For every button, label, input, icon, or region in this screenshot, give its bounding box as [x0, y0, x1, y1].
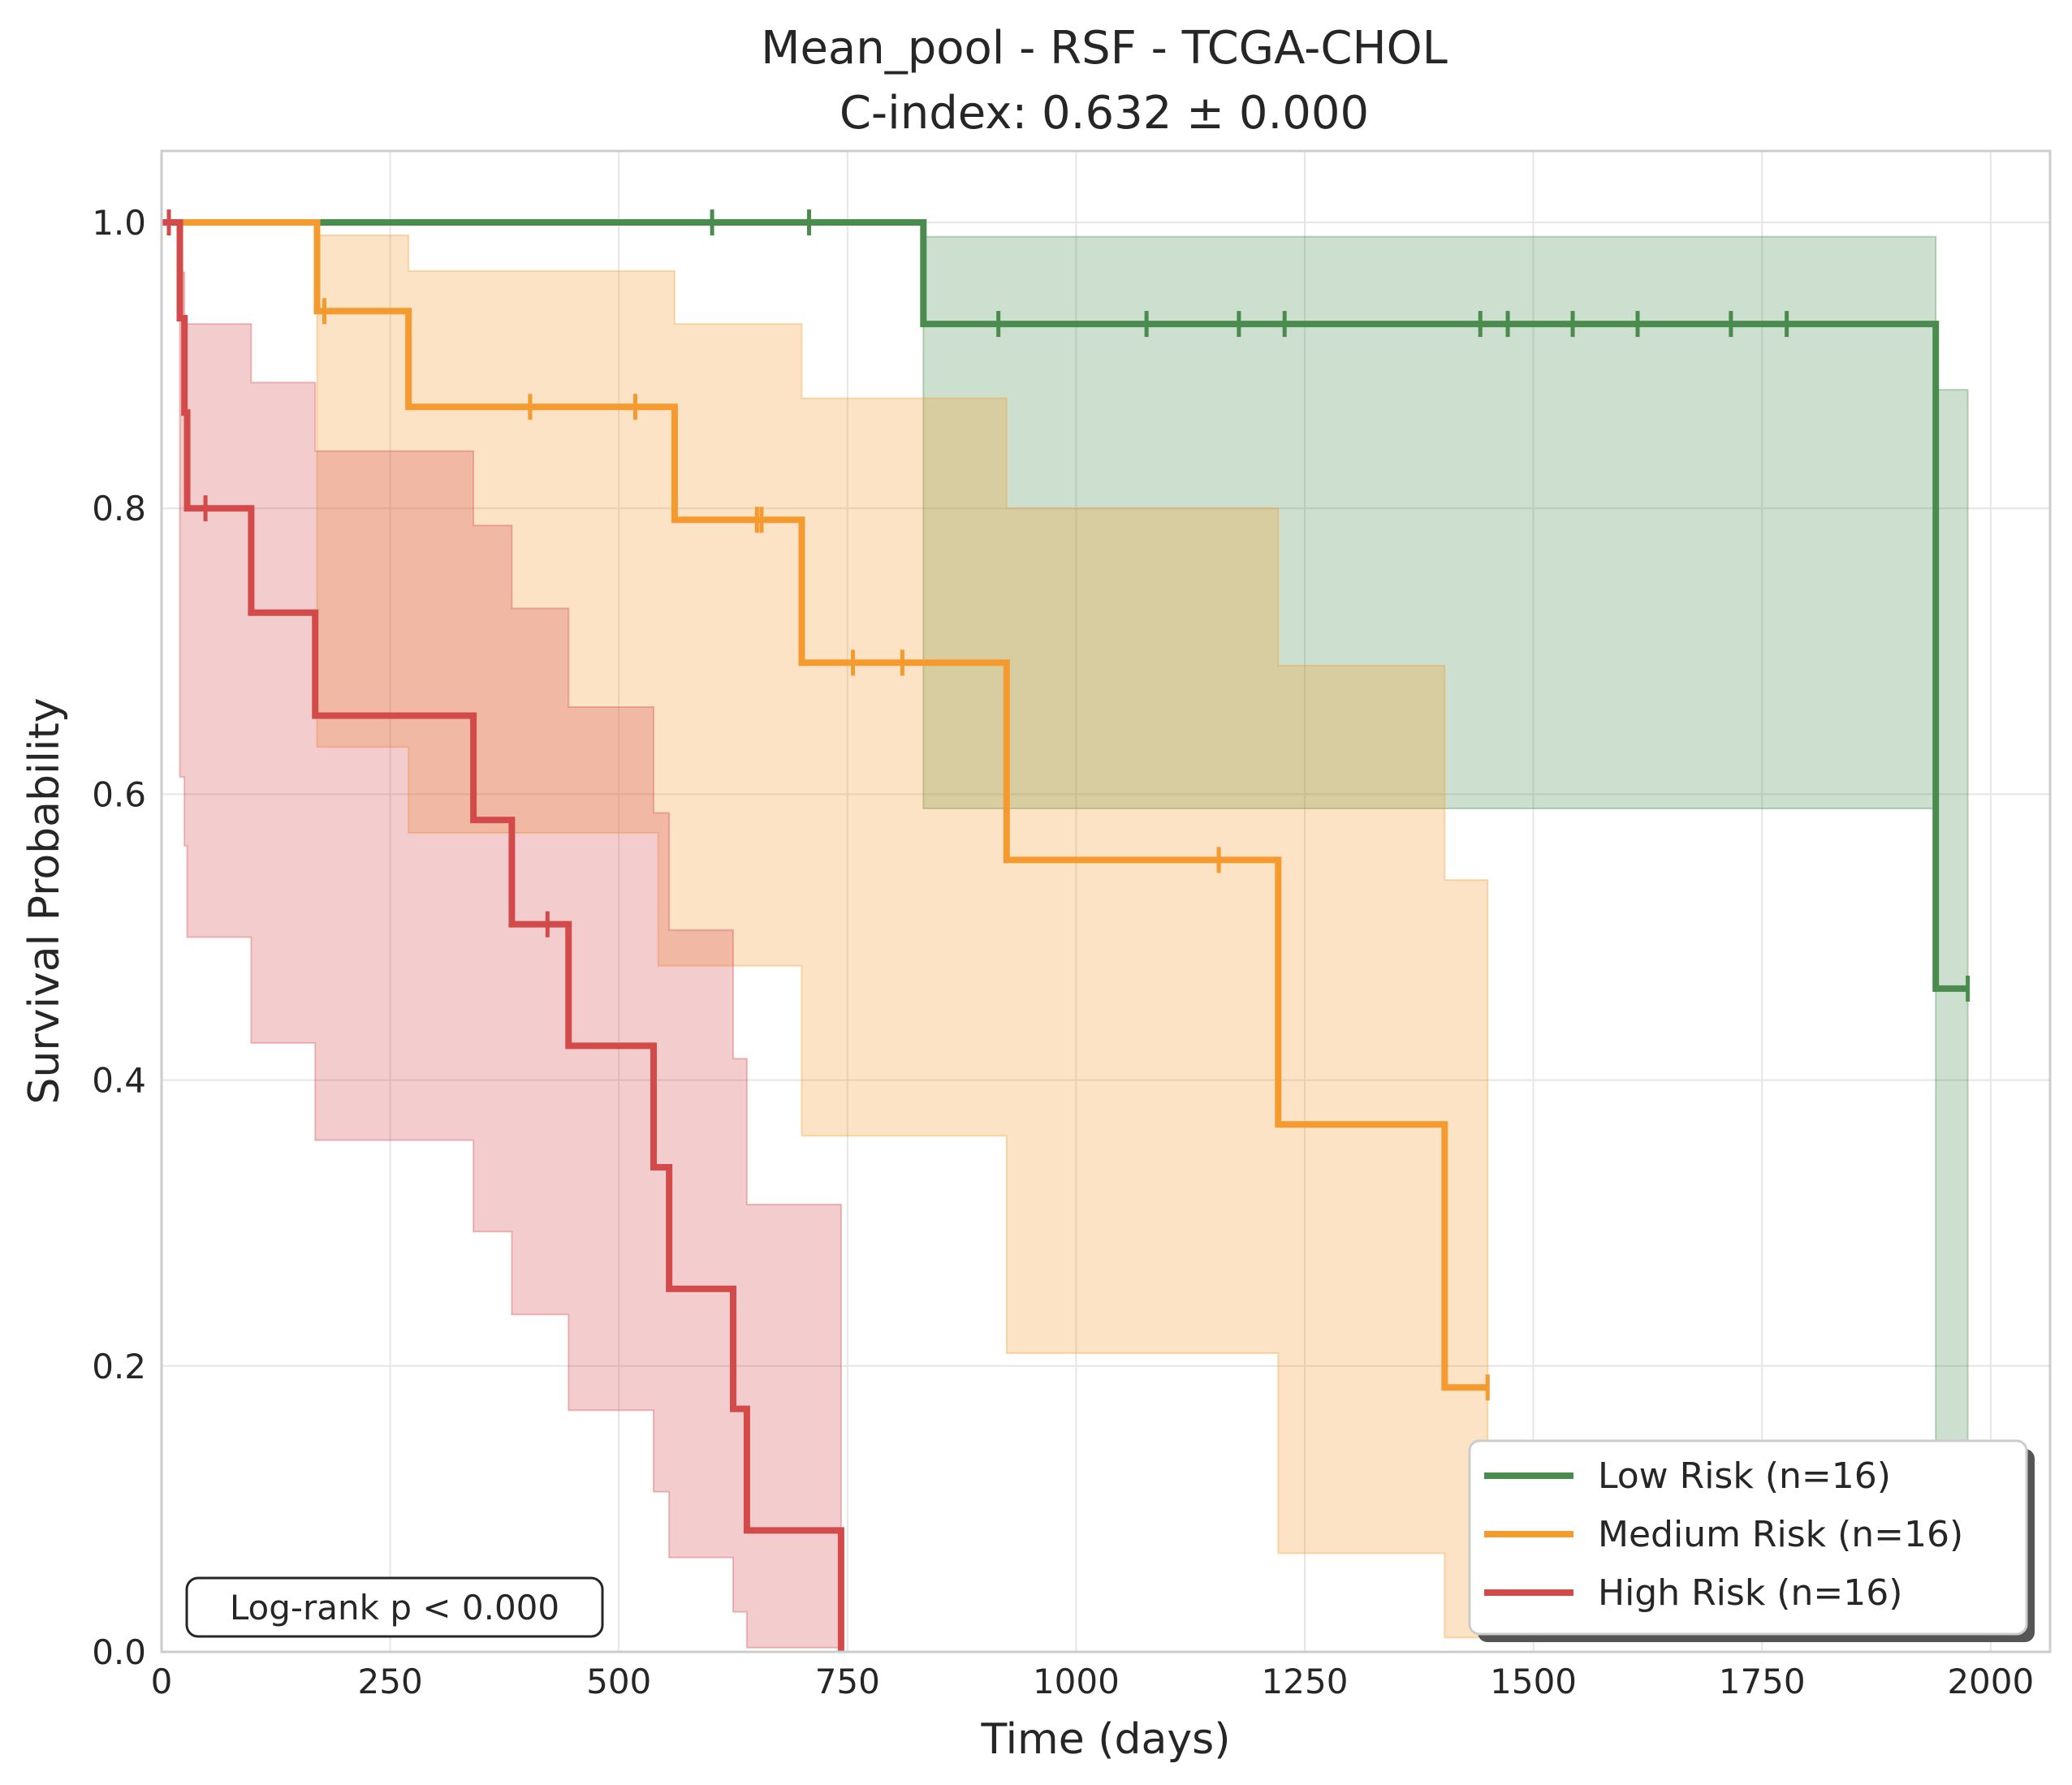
- x-tick-label: 500: [586, 1662, 651, 1701]
- x-tick-label: 0: [151, 1662, 173, 1701]
- x-tick-label: 1750: [1719, 1662, 1806, 1701]
- high-risk-legend-label: High Risk (n=16): [1598, 1572, 1902, 1614]
- x-tick-label: 1250: [1262, 1662, 1349, 1701]
- low-risk-survival-curve: [162, 219, 1968, 992]
- legend: Low Risk (n=16) Medium Risk (n=16) High Ri…: [1468, 1439, 2035, 1642]
- legend-box: [1468, 1439, 2028, 1636]
- high-risk-confidence-band: [179, 271, 842, 1649]
- y-tick-label: 0.8: [92, 489, 146, 528]
- y-tick-label: 1.0: [92, 203, 146, 243]
- survival-curves: [162, 219, 1968, 1652]
- y-tick-label: 0.0: [92, 1632, 146, 1672]
- y-tick-label: 0.2: [92, 1347, 146, 1386]
- medium-risk-legend-label: Medium Risk (n=16): [1598, 1514, 1963, 1555]
- x-tick-label: 1000: [1033, 1662, 1120, 1701]
- y-axis-label: Survival Probability: [20, 697, 69, 1104]
- x-tick-label: 2000: [1947, 1662, 2034, 1701]
- low-risk-legend-label: Low Risk (n=16): [1598, 1455, 1891, 1497]
- y-tick-label: 0.4: [92, 1061, 146, 1101]
- censor-marks: [166, 209, 1971, 1401]
- x-axis-label: Time (days): [980, 1715, 1230, 1764]
- plot-frame: [160, 149, 2052, 1653]
- medium-risk-survival-curve: [162, 219, 1488, 1391]
- annotation-text: Log-rank p < 0.000: [230, 1588, 559, 1628]
- confidence-bands: [179, 234, 1969, 1649]
- axis-ticks: 0 250 500 750 1000 1250 1500 1750 2000 0.0 0.2 0.4 0…: [92, 203, 2034, 1701]
- x-tick-label: 1500: [1490, 1662, 1577, 1701]
- high-risk-survival-curve: [162, 219, 844, 1652]
- logrank-annotation: Log-rank p < 0.000: [185, 1576, 604, 1638]
- x-tick-label: 750: [815, 1662, 880, 1701]
- annotation-box: [185, 1576, 604, 1638]
- y-tick-label: 0.6: [92, 774, 146, 814]
- chart-title: Mean_pool - RSF - TCGA-CHOL: [761, 22, 1448, 75]
- chart-subtitle: C-index: 0.632 ± 0.000: [840, 87, 1369, 140]
- x-tick-label: 250: [358, 1662, 423, 1701]
